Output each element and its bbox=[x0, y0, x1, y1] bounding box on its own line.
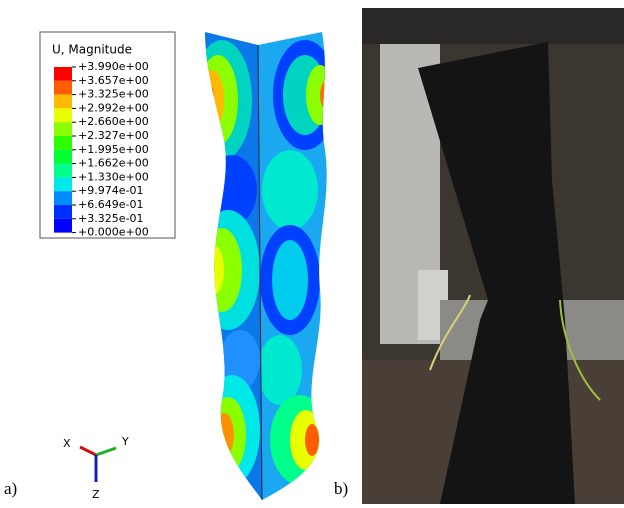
legend-label: +9.974e-01 bbox=[78, 184, 143, 197]
legend-label: +3.325e+00 bbox=[78, 88, 149, 101]
legend-label: +2.992e+00 bbox=[78, 101, 149, 114]
panel-label: b) bbox=[334, 479, 348, 498]
legend-band bbox=[54, 136, 72, 150]
legend: +3.990e+00+3.657e+00+3.325e+00+2.992e+00… bbox=[54, 60, 149, 239]
legend-label: +6.649e-01 bbox=[78, 198, 143, 211]
legend-band bbox=[54, 81, 72, 95]
legend-band bbox=[54, 177, 72, 191]
legend-band bbox=[54, 191, 72, 205]
legend-band bbox=[54, 164, 72, 178]
legend-label: +3.990e+00 bbox=[78, 60, 149, 73]
legend-label: +1.995e+00 bbox=[78, 143, 149, 156]
legend-label: +2.660e+00 bbox=[78, 115, 149, 128]
legend-label: +2.327e+00 bbox=[78, 129, 149, 142]
legend-label: +1.662e+00 bbox=[78, 157, 149, 170]
legend-band bbox=[54, 122, 72, 136]
triad-y-label: Y bbox=[121, 435, 129, 448]
legend-label: +3.657e+00 bbox=[78, 74, 149, 87]
legend-title: U, Magnitude bbox=[52, 43, 132, 57]
panel-label: a) bbox=[4, 479, 17, 498]
figure: U, Magnitude +3.990e+00+3.657e+00+3.325e… bbox=[0, 0, 624, 504]
photo bbox=[362, 8, 624, 504]
legend-band bbox=[54, 108, 72, 122]
model-right-face bbox=[255, 25, 337, 504]
legend-label: +0.000e+00 bbox=[78, 226, 149, 239]
legend-band bbox=[54, 150, 72, 164]
triad-y-arrow bbox=[96, 448, 116, 455]
legend-label: +1.330e+00 bbox=[78, 170, 149, 183]
triad-z-label: Z bbox=[92, 488, 100, 501]
triad-x-label: X bbox=[63, 437, 71, 450]
triad-x-arrow bbox=[80, 447, 96, 455]
legend-band bbox=[54, 95, 72, 109]
legend-band bbox=[54, 219, 72, 233]
legend-label: +3.325e-01 bbox=[78, 212, 143, 225]
legend-band bbox=[54, 205, 72, 219]
legend-band bbox=[54, 67, 72, 81]
